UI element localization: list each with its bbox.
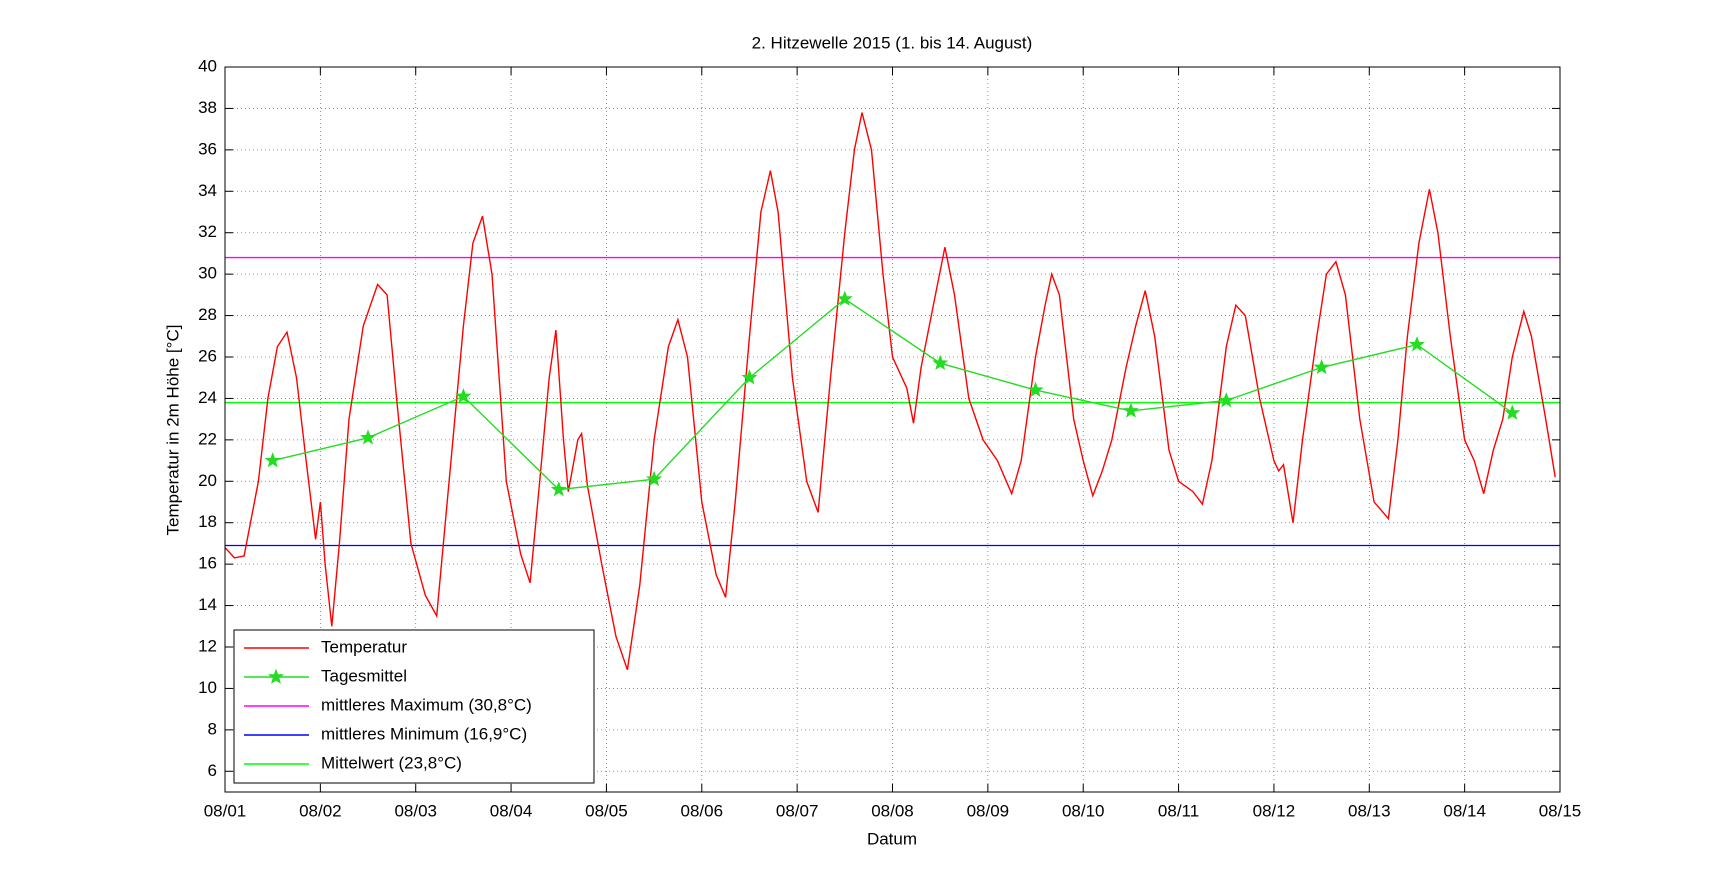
star-marker — [836, 290, 853, 306]
star-marker — [1218, 392, 1235, 408]
x-tick-label: 08/14 — [1443, 801, 1486, 820]
y-tick-label: 24 — [198, 388, 217, 407]
star-marker — [1504, 404, 1521, 420]
legend-label: Tagesmittel — [321, 666, 407, 685]
y-tick-label: 26 — [198, 346, 217, 365]
y-tick-label: 16 — [198, 554, 217, 573]
y-tick-label: 14 — [198, 595, 217, 614]
x-tick-label: 08/06 — [681, 801, 724, 820]
x-axis-label: Datum — [867, 829, 917, 848]
legend-marker — [267, 668, 285, 684]
x-tick-label: 08/13 — [1348, 801, 1391, 820]
legend-label: Mittelwert (23,8°C) — [321, 753, 462, 772]
x-tick-label: 08/11 — [1158, 801, 1199, 820]
plot-frame — [224, 66, 1561, 793]
series-line — [225, 112, 1556, 671]
star-marker — [550, 481, 567, 497]
x-tick-label: 08/02 — [299, 801, 342, 820]
x-tick-label: 08/12 — [1253, 801, 1296, 820]
y-axis-label: Temperatur in 2m Höhe [°C] — [163, 325, 182, 536]
chart-title: 2. Hitzewelle 2015 (1. bis 14. August) — [752, 33, 1033, 52]
y-tick-label: 28 — [198, 305, 217, 324]
y-tick-label: 8 — [208, 719, 217, 738]
star-marker — [264, 452, 281, 468]
y-tick-label: 34 — [198, 181, 217, 200]
x-tick-label: 08/08 — [871, 801, 914, 820]
star-marker — [455, 387, 472, 404]
x-tick-label: 08/07 — [776, 801, 819, 820]
star-marker — [1408, 336, 1425, 352]
legend-label: mittleres Minimum (16,9°C) — [321, 724, 527, 743]
x-tick-label: 08/03 — [394, 801, 437, 820]
y-tick-label: 20 — [198, 471, 217, 490]
y-tick-label: 40 — [198, 56, 217, 75]
star-marker — [932, 354, 949, 371]
y-tick-label: 30 — [198, 264, 217, 283]
x-tick-label: 08/01 — [204, 801, 247, 820]
star-marker — [1027, 381, 1044, 397]
star-marker — [646, 470, 663, 487]
y-tick-label: 10 — [198, 678, 217, 697]
star-marker — [1122, 402, 1139, 418]
star-marker — [1313, 358, 1330, 375]
y-tick-label: 6 — [208, 761, 217, 780]
legend-label: mittleres Maximum (30,8°C) — [321, 695, 532, 714]
y-tick-label: 18 — [198, 512, 217, 531]
x-tick-label: 08/05 — [585, 801, 628, 820]
y-tick-label: 12 — [198, 636, 217, 655]
star-marker — [741, 369, 758, 385]
y-tick-label: 38 — [198, 98, 217, 117]
series-line — [272, 298, 1513, 491]
legend-label: Temperatur — [321, 637, 407, 656]
x-tick-label: 08/10 — [1062, 801, 1105, 820]
y-tick-label: 32 — [198, 222, 217, 241]
star-marker — [360, 429, 377, 445]
y-tick-label: 22 — [198, 429, 217, 448]
x-tick-label: 08/15 — [1539, 801, 1582, 820]
x-tick-label: 08/04 — [490, 801, 533, 820]
x-tick-label: 08/09 — [967, 801, 1010, 820]
y-tick-label: 36 — [198, 139, 217, 158]
